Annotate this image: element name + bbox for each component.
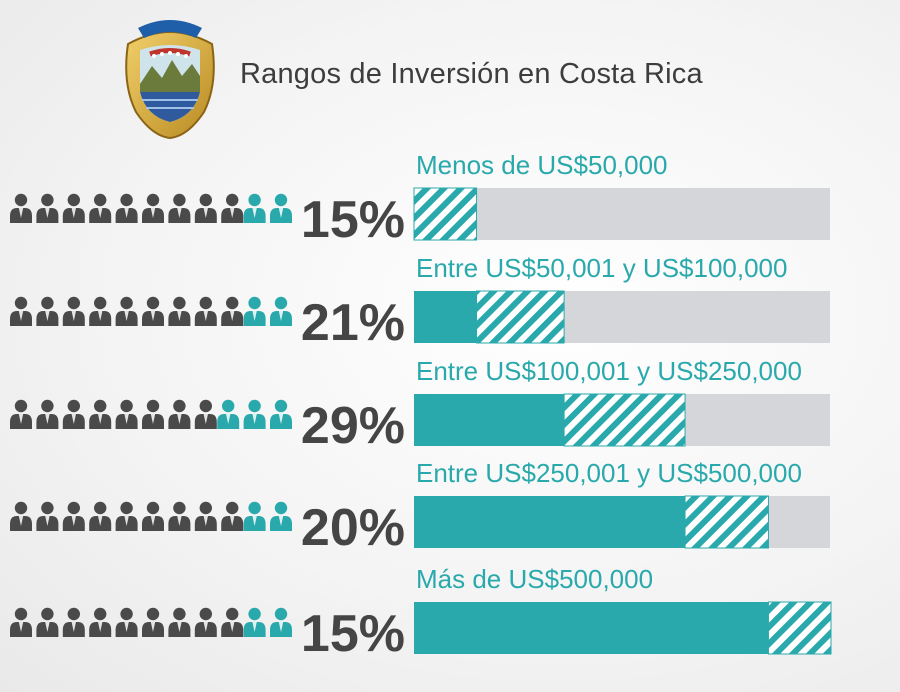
person-icon [10, 193, 32, 223]
person-icon [194, 607, 217, 637]
chart-title: Rangos de Inversión en Costa Rica [240, 58, 703, 90]
range-label: Entre US$100,001 y US$250,000 [416, 356, 802, 386]
percent-label: 29% [301, 397, 405, 455]
person-icon [36, 193, 59, 223]
person-icon [89, 399, 112, 429]
person-icon [62, 193, 85, 223]
person-icon [36, 501, 59, 531]
range-row: Entre US$250,001 y US$500,000 20% [10, 458, 830, 557]
person-icon [10, 296, 32, 326]
bar-segment [563, 393, 686, 447]
person-icon [142, 501, 164, 531]
person-icon [243, 501, 266, 531]
bar-segment [767, 601, 832, 655]
person-icon [168, 193, 191, 223]
person-icon [243, 296, 266, 326]
person-icon [243, 607, 266, 637]
bar-cumulative [414, 496, 686, 548]
person-icon [194, 193, 217, 223]
range-row: Entre US$50,001 y US$100,000 21% [10, 253, 830, 352]
person-icon [194, 296, 217, 326]
person-icon [270, 193, 292, 223]
person-icon [168, 501, 191, 531]
coat-of-arms-seal [125, 20, 215, 140]
person-icon [10, 399, 32, 429]
range-label: Menos de US$50,000 [416, 150, 668, 180]
person-icon [217, 399, 240, 429]
person-icon [115, 607, 138, 637]
range-row: Entre US$100,001 y US$250,000 29% [10, 356, 830, 455]
person-icon [194, 501, 217, 531]
person-icon [168, 607, 191, 637]
person-icon [115, 501, 138, 531]
person-icon [36, 607, 59, 637]
person-icon [89, 607, 112, 637]
person-icon [142, 193, 164, 223]
person-icon [243, 193, 266, 223]
bar-segment [476, 290, 565, 344]
person-icon [270, 399, 292, 429]
person-icon [194, 399, 217, 429]
person-icon [62, 501, 85, 531]
person-icon [89, 193, 112, 223]
person-icon [270, 607, 292, 637]
percent-label: 15% [301, 605, 405, 663]
percent-label: 20% [301, 499, 405, 557]
person-icon [62, 399, 85, 429]
person-icon [243, 399, 266, 429]
person-icon [115, 193, 138, 223]
person-icon [89, 296, 112, 326]
percent-label: 21% [301, 294, 405, 352]
person-icon [221, 193, 244, 223]
bar-cumulative [414, 394, 565, 446]
person-icon [10, 607, 32, 637]
person-icon [221, 501, 244, 531]
person-icon [168, 296, 191, 326]
person-icon [221, 296, 244, 326]
person-icon [62, 607, 85, 637]
person-icon [36, 296, 59, 326]
person-icon [270, 501, 292, 531]
range-label: Entre US$250,001 y US$500,000 [416, 458, 802, 488]
person-icon [89, 501, 112, 531]
person-icon [115, 399, 138, 429]
bar-segment [413, 187, 478, 241]
person-icon [221, 607, 244, 637]
bar-cumulative [414, 291, 477, 343]
person-icon [115, 296, 138, 326]
bar-track [414, 188, 830, 240]
percent-label: 15% [301, 191, 405, 249]
bar-cumulative [414, 602, 769, 654]
person-icon [270, 296, 292, 326]
person-icon [36, 399, 59, 429]
person-icon [10, 501, 32, 531]
range-row: Menos de US$50,000 15% [10, 150, 830, 249]
person-icon [142, 296, 164, 326]
range-label: Entre US$50,001 y US$100,000 [416, 253, 787, 283]
person-icon [168, 399, 191, 429]
range-row: Más de US$500,000 15% [10, 564, 832, 663]
bar-segment [684, 495, 769, 549]
person-icon [62, 296, 85, 326]
person-icon [142, 399, 164, 429]
range-label: Más de US$500,000 [416, 564, 653, 594]
person-icon [142, 607, 164, 637]
